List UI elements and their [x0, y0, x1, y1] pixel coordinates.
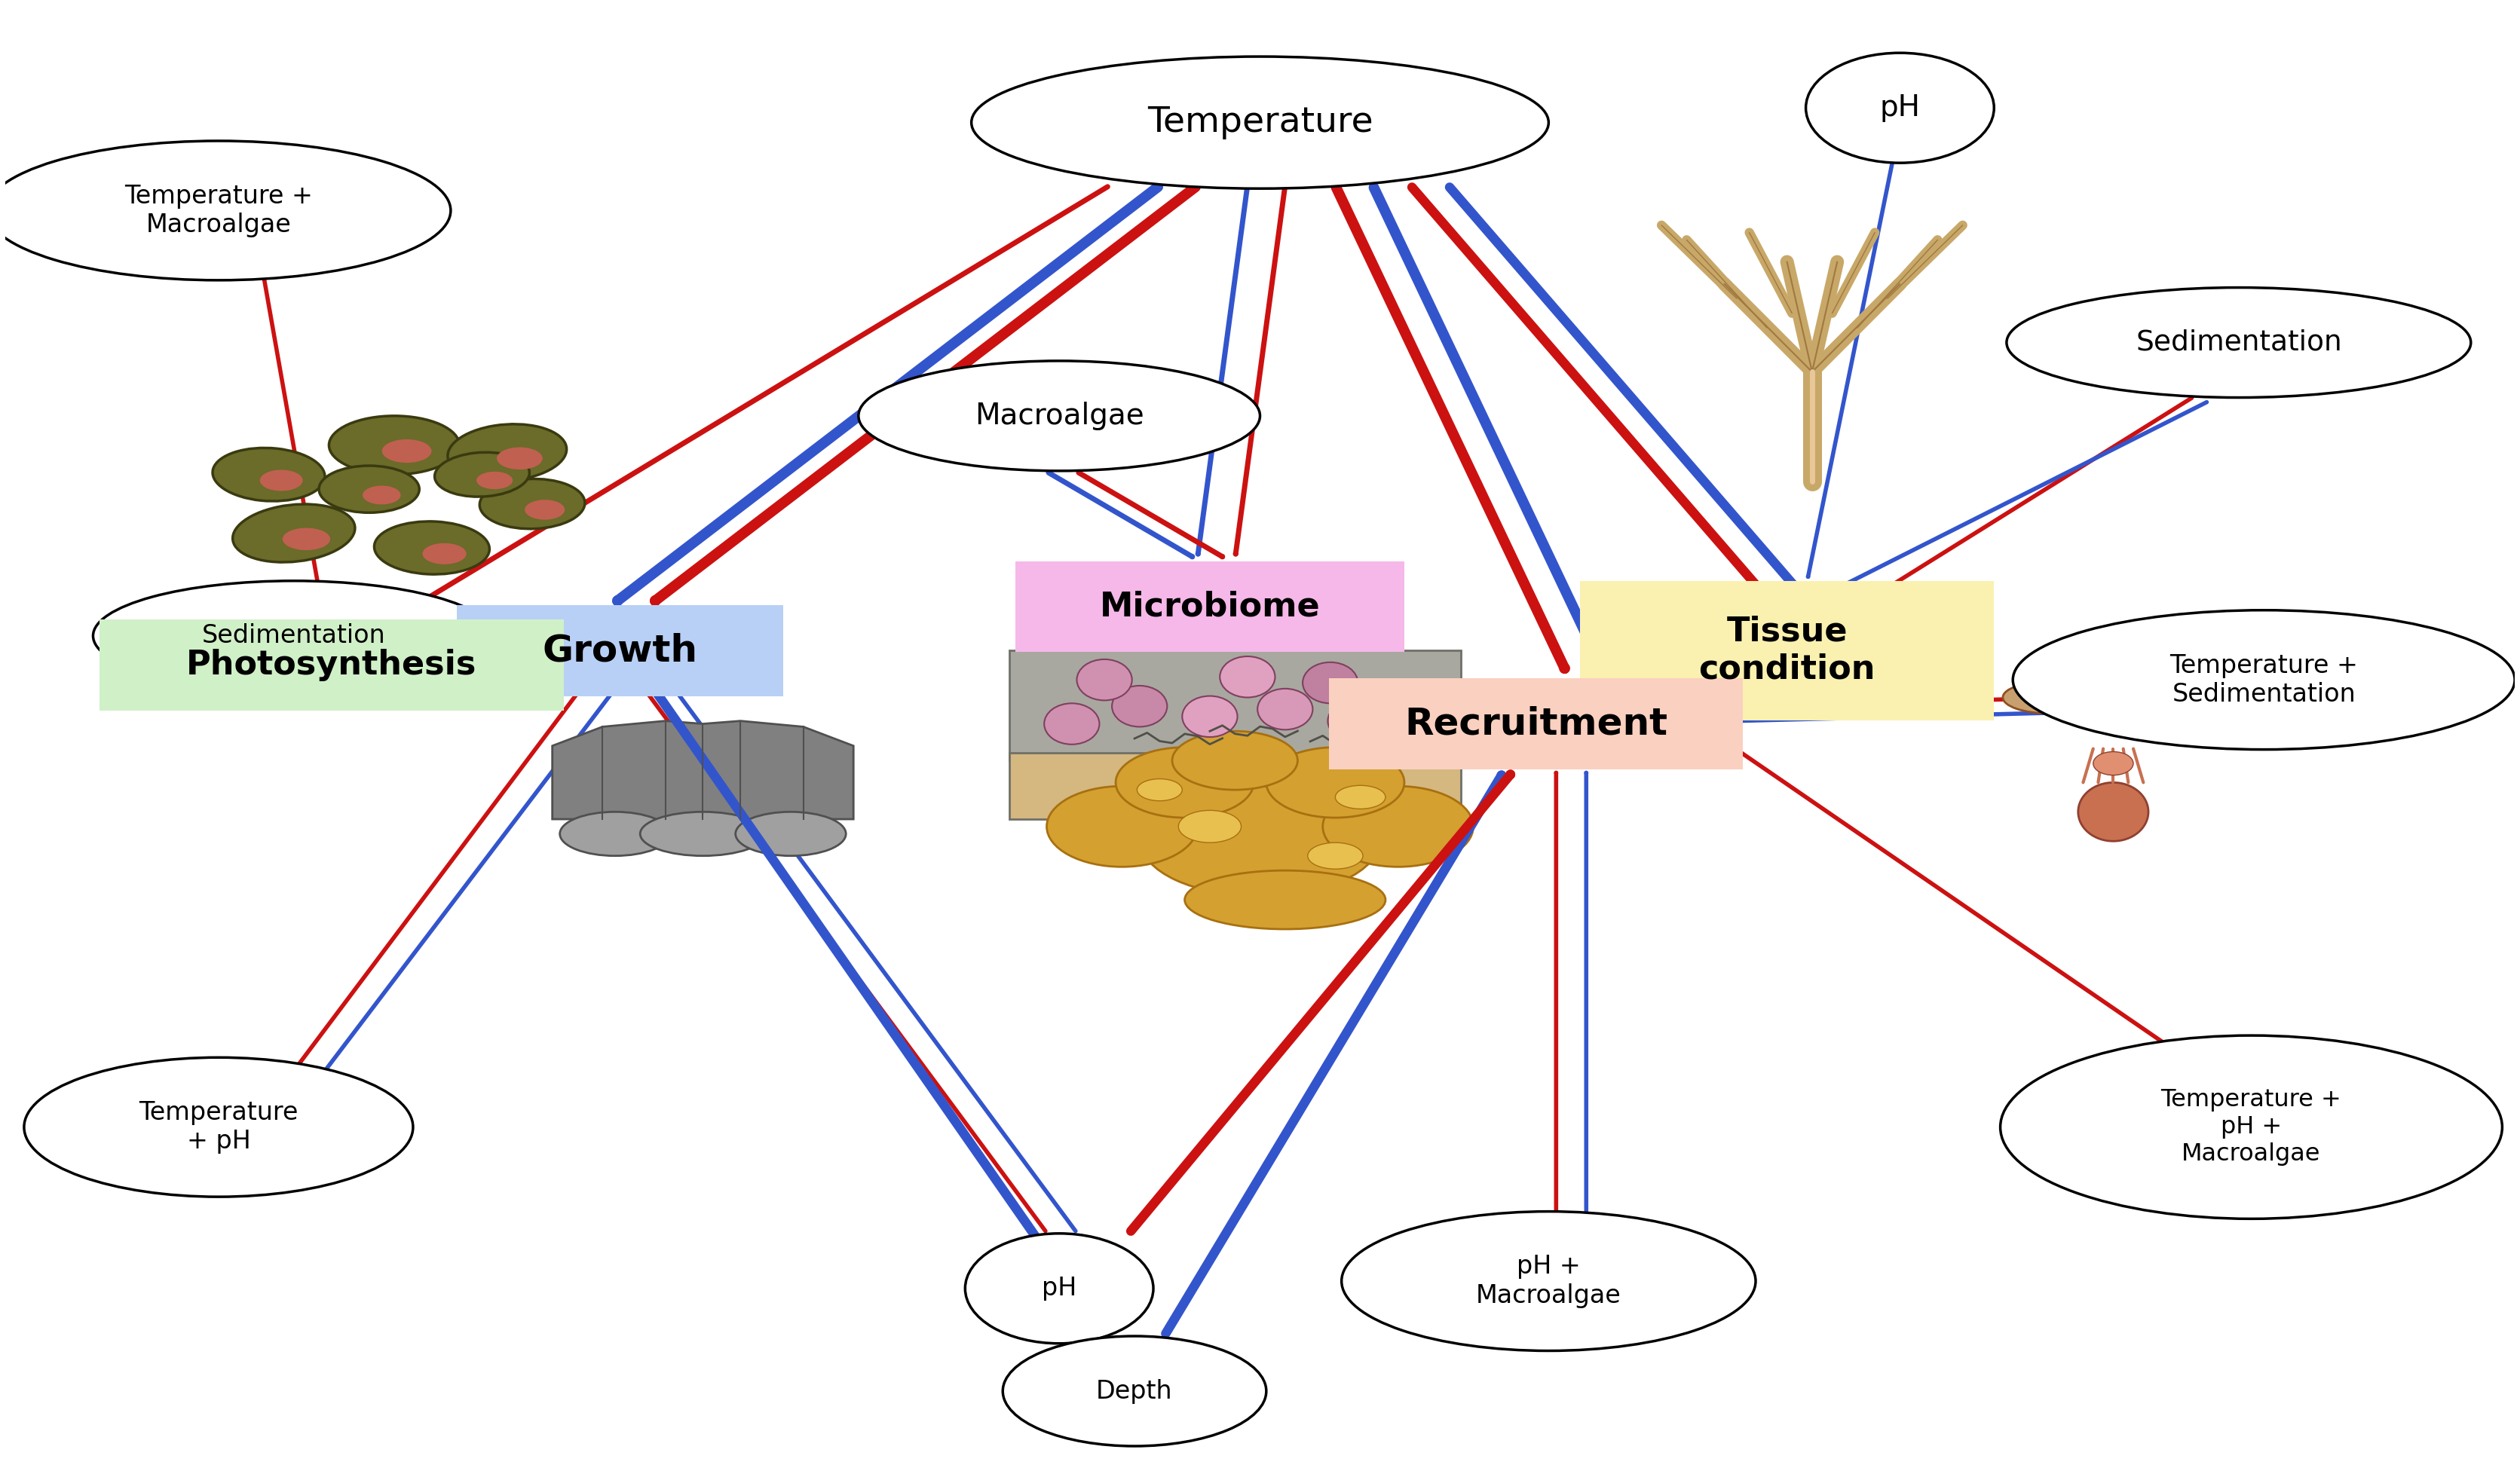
Text: pH: pH [1041, 1276, 1076, 1301]
Text: Depth: Depth [1096, 1378, 1172, 1403]
Ellipse shape [1341, 1211, 1756, 1351]
Ellipse shape [496, 448, 542, 470]
Ellipse shape [2006, 288, 2470, 397]
Ellipse shape [1308, 842, 1363, 868]
Text: Temperature +
Sedimentation: Temperature + Sedimentation [2170, 653, 2359, 706]
Text: pH: pH [1880, 93, 1920, 123]
FancyBboxPatch shape [1580, 580, 1993, 721]
Text: Temperature: Temperature [1147, 105, 1373, 139]
Ellipse shape [1137, 778, 1182, 801]
Ellipse shape [2003, 681, 2099, 713]
Ellipse shape [970, 56, 1550, 189]
Ellipse shape [25, 1058, 413, 1196]
FancyBboxPatch shape [1008, 753, 1462, 820]
Ellipse shape [559, 812, 670, 855]
Ellipse shape [0, 140, 451, 281]
Text: Sedimentation: Sedimentation [2134, 329, 2341, 356]
Ellipse shape [2013, 610, 2515, 749]
Text: Sedimentation: Sedimentation [202, 623, 386, 648]
Ellipse shape [736, 812, 847, 855]
Ellipse shape [1303, 662, 1358, 703]
Ellipse shape [93, 580, 494, 691]
Ellipse shape [1383, 691, 1439, 733]
Ellipse shape [524, 499, 564, 520]
Ellipse shape [1116, 747, 1255, 818]
FancyBboxPatch shape [456, 606, 784, 696]
Ellipse shape [282, 527, 330, 551]
FancyBboxPatch shape [1016, 561, 1404, 651]
Ellipse shape [859, 360, 1260, 471]
Ellipse shape [1257, 688, 1313, 730]
Ellipse shape [330, 417, 459, 474]
Text: Temperature +
pH +
Macroalgae: Temperature + pH + Macroalgae [2162, 1089, 2341, 1165]
Ellipse shape [1220, 656, 1275, 697]
Ellipse shape [260, 470, 302, 490]
Ellipse shape [1003, 1337, 1265, 1446]
Ellipse shape [1046, 786, 1197, 867]
Ellipse shape [1328, 700, 1383, 741]
Ellipse shape [2001, 1035, 2502, 1219]
Ellipse shape [383, 439, 431, 462]
Ellipse shape [320, 465, 418, 513]
Ellipse shape [1172, 731, 1298, 790]
Text: Photosynthesis: Photosynthesis [186, 648, 476, 681]
FancyBboxPatch shape [98, 620, 564, 710]
FancyBboxPatch shape [1008, 650, 1462, 761]
Ellipse shape [1179, 811, 1242, 842]
Ellipse shape [375, 521, 489, 575]
Ellipse shape [1111, 685, 1167, 727]
Ellipse shape [1323, 786, 1474, 867]
Ellipse shape [965, 1233, 1154, 1344]
Text: Microbiome: Microbiome [1099, 591, 1320, 623]
Ellipse shape [1336, 786, 1386, 809]
Ellipse shape [1182, 696, 1237, 737]
Ellipse shape [433, 452, 529, 496]
Ellipse shape [1076, 659, 1131, 700]
Text: Temperature
+ pH: Temperature + pH [139, 1100, 297, 1154]
Text: pH +
Macroalgae: pH + Macroalgae [1477, 1254, 1620, 1309]
Ellipse shape [1043, 703, 1099, 744]
Text: Macroalgae: Macroalgae [975, 402, 1144, 430]
Ellipse shape [1142, 786, 1378, 897]
Ellipse shape [479, 479, 585, 529]
Ellipse shape [2079, 783, 2150, 842]
Ellipse shape [232, 504, 355, 563]
Ellipse shape [423, 544, 466, 564]
Ellipse shape [640, 812, 766, 855]
Ellipse shape [363, 486, 401, 505]
Text: Tissue
condition: Tissue condition [1698, 616, 1875, 685]
Text: Temperature +
Macroalgae: Temperature + Macroalgae [123, 183, 312, 238]
Text: Growth: Growth [542, 632, 698, 669]
Ellipse shape [1184, 870, 1386, 929]
Polygon shape [552, 721, 854, 820]
FancyBboxPatch shape [1328, 678, 1744, 770]
Text: Recruitment: Recruitment [1404, 706, 1668, 741]
Ellipse shape [476, 471, 512, 489]
Ellipse shape [212, 448, 325, 501]
Ellipse shape [2094, 752, 2134, 775]
Ellipse shape [449, 424, 567, 482]
Ellipse shape [1807, 53, 1993, 162]
Ellipse shape [1265, 747, 1404, 818]
